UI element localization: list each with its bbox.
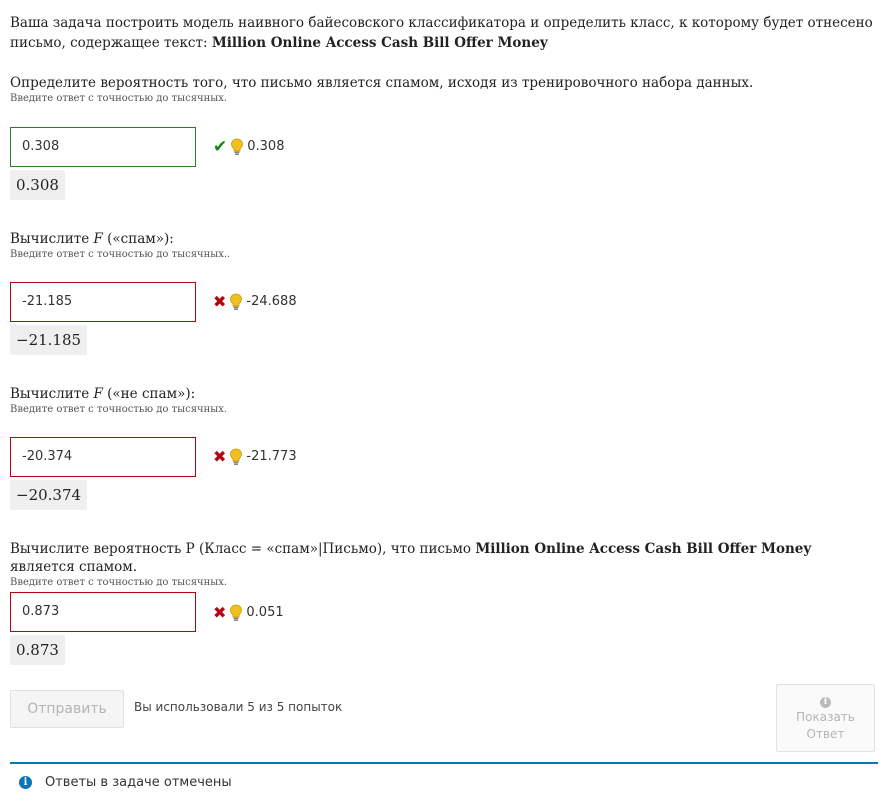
info-icon: i bbox=[820, 697, 831, 708]
question-4-suffix: является спамом. bbox=[10, 559, 138, 575]
info-icon: i bbox=[19, 776, 32, 789]
question-2-hint: Введите ответ с точностью до тысячных.. bbox=[10, 249, 231, 260]
question-4: Вычислите вероятность P (Класс = «спам»|… bbox=[10, 540, 878, 590]
question-2-text: Вычислите F («спам»): bbox=[10, 230, 230, 248]
question-3-prefix: Вычислите bbox=[10, 386, 94, 402]
question-3-hint: Введите ответ с точностью до тысячных. bbox=[10, 404, 228, 415]
checkmark-icon: ✔ bbox=[213, 137, 228, 157]
lightbulb-icon bbox=[231, 138, 244, 155]
cross-icon: ✖ bbox=[213, 603, 227, 622]
show-answer-label-1: Показать bbox=[796, 710, 855, 724]
lightbulb-icon bbox=[230, 293, 243, 310]
question-3-suffix: («не спам»): bbox=[102, 386, 196, 402]
question-2: Вычислите F («спам»): Введите ответ с то… bbox=[10, 230, 230, 262]
submit-button[interactable]: Отправить bbox=[10, 690, 124, 728]
intro-text: Ваша задача построить модель наивного ба… bbox=[10, 15, 873, 51]
status-notice: i Ответы в задаче отмечены bbox=[10, 762, 878, 801]
attempts-text: Вы использовали 5 из 5 попыток bbox=[134, 700, 343, 714]
question-3: Вычислите F («не спам»): Введите ответ с… bbox=[10, 385, 227, 417]
status-3: ✖ -21.773 bbox=[213, 437, 297, 477]
lightbulb-icon bbox=[230, 604, 243, 621]
answer-input-1[interactable]: 0.308 bbox=[10, 127, 196, 167]
email-text: Million Online Access Cash Bill Offer Mo… bbox=[211, 35, 548, 51]
cross-icon: ✖ bbox=[213, 292, 227, 311]
answer-input-4[interactable]: 0.873 bbox=[10, 592, 196, 632]
show-answer-label-2: Ответ bbox=[806, 727, 845, 741]
question-4-email-text: Million Online Access Cash Bill Offer Mo… bbox=[475, 541, 812, 557]
question-4-hint: Введите ответ с точностью до тысячных. bbox=[10, 577, 228, 588]
math-preview-2: −21.185 bbox=[10, 325, 88, 355]
question-2-suffix: («спам»): bbox=[102, 231, 174, 247]
status-1: ✔ 0.308 bbox=[213, 127, 284, 167]
question-2-math: F bbox=[93, 231, 103, 247]
math-preview-3: −20.374 bbox=[10, 480, 88, 510]
status-4: ✖ 0.051 bbox=[213, 593, 284, 633]
lightbulb-icon bbox=[230, 448, 243, 465]
math-preview-1: 0.308 bbox=[10, 170, 65, 200]
shown-answer-4: 0.051 bbox=[246, 605, 284, 620]
question-3-math: F bbox=[93, 386, 103, 402]
answer-input-2[interactable]: -21.185 bbox=[10, 282, 196, 322]
shown-answer-2: -24.688 bbox=[246, 294, 297, 309]
problem-intro: Ваша задача построить модель наивного ба… bbox=[10, 13, 878, 53]
notice-text: Ответы в задаче отмечены bbox=[45, 775, 232, 790]
answer-input-3[interactable]: -20.374 bbox=[10, 437, 196, 477]
question-2-prefix: Вычислите bbox=[10, 231, 94, 247]
show-answer-button[interactable]: i Показать Ответ bbox=[776, 684, 875, 752]
cross-icon: ✖ bbox=[213, 447, 227, 466]
question-4-text: Вычислите вероятность P (Класс = «спам»|… bbox=[10, 540, 878, 576]
question-1-text: Определите вероятность того, что письмо … bbox=[10, 75, 754, 91]
question-4-prefix: Вычислите вероятность P bbox=[10, 541, 199, 557]
shown-answer-3: -21.773 bbox=[246, 449, 297, 464]
question-4-math: (Класс = «спам»|Письмо) bbox=[199, 541, 383, 557]
math-preview-4: 0.873 bbox=[10, 635, 65, 665]
status-2: ✖ -24.688 bbox=[213, 282, 297, 322]
question-1-hint: Введите ответ с точностью до тысячных. bbox=[10, 93, 228, 104]
question-4-middle: , что письмо bbox=[382, 541, 476, 557]
question-1: Определите вероятность того, что письмо … bbox=[10, 74, 753, 106]
question-3-text: Вычислите F («не спам»): bbox=[10, 385, 227, 403]
shown-answer-1: 0.308 bbox=[247, 139, 285, 154]
